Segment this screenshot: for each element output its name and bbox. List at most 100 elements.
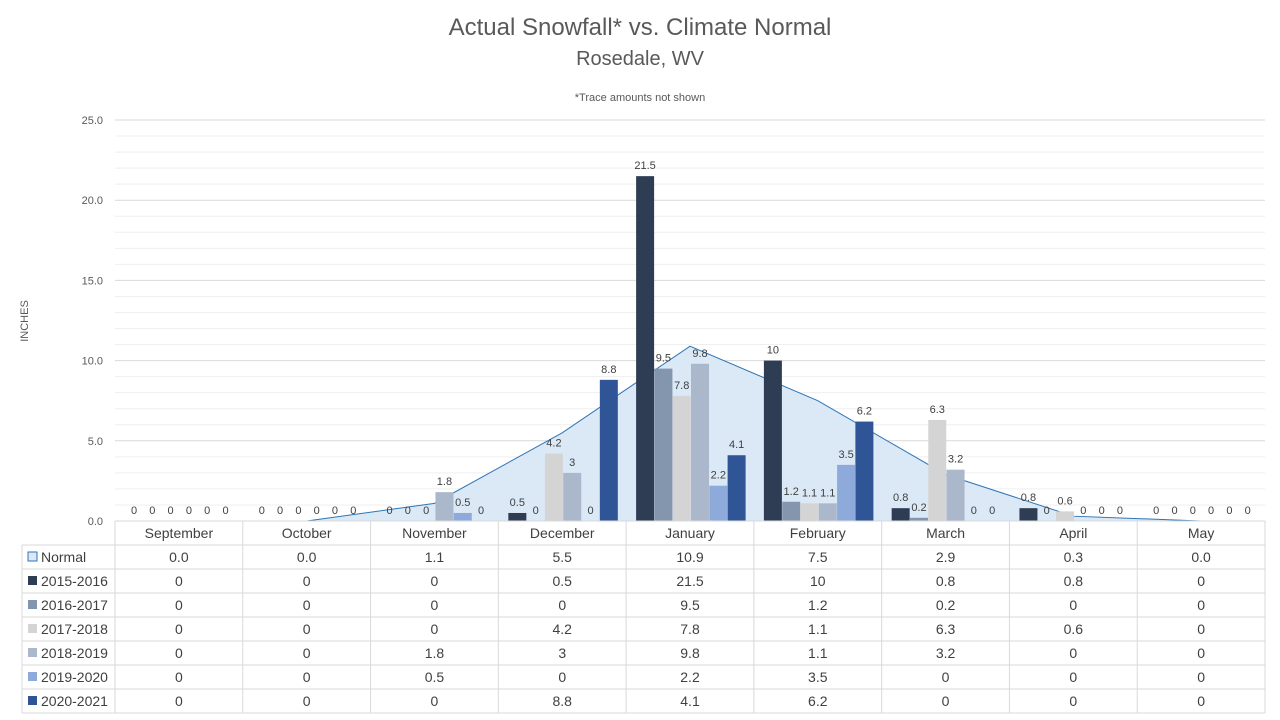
table-cell: 0.8 [1064,573,1084,589]
chart-title: Actual Snowfall* vs. Climate Normal [449,14,832,41]
table-cell: 0 [1197,597,1205,613]
bar-value-label: 0 [587,505,593,517]
table-cell: 0 [303,693,311,709]
table-cell: 9.5 [680,597,700,613]
table-cell: 2.2 [680,669,700,685]
table-cell: 0 [175,645,183,661]
table-cell: 0.0 [169,549,189,565]
bar-value-label: 0.2 [911,502,926,514]
table-cell: 10.9 [676,549,703,565]
bar-value-label: 10 [767,345,779,357]
bar-value-label: 0 [1226,505,1232,517]
bar-2015-2016-December [508,512,527,521]
y-tick-label: 25.0 [82,115,103,127]
bar-2016-2017-January [654,368,673,521]
table-cell: 0 [303,597,311,613]
table-cell: 3.5 [808,669,828,685]
y-tick-label: 0.0 [88,516,103,528]
table-cell: 21.5 [676,573,703,589]
bar-2018-2019-February [818,503,837,521]
table-cell: 1.8 [425,645,445,661]
table-cell: 0 [1069,645,1077,661]
table-cell: 4.2 [552,621,572,637]
bar-value-label: 0.5 [455,497,470,509]
bar-value-label: 0 [533,505,539,517]
table-cell: 0.3 [1064,549,1084,565]
y-axis-label: INCHES [19,300,31,342]
table-cell: 0.5 [425,669,445,685]
x-category-label: September [145,525,214,541]
table-cell: 4.1 [680,693,700,709]
table-cell: 1.1 [808,645,828,661]
bar-2017-2018-April [1056,511,1075,521]
bar-2018-2019-December [563,472,582,521]
bar-value-label: 0 [1099,505,1105,517]
bar-value-label: 0 [259,505,265,517]
bar-value-label: 0 [405,505,411,517]
table-cell: 0 [1197,645,1205,661]
table-cell: 0 [303,645,311,661]
table-cell: 0 [1069,669,1077,685]
bar-value-label: 0 [186,505,192,517]
table-cell: 0 [942,693,950,709]
bar-value-label: 0 [149,505,155,517]
bars [435,176,1075,521]
bar-2019-2020-February [837,464,856,521]
table-cell: 0 [431,693,439,709]
table-cell: 10 [810,573,826,589]
legend-key [28,672,37,681]
table-cell: 0.2 [936,597,956,613]
bar-value-label: 0 [1080,505,1086,517]
bar-value-label: 4.1 [729,439,744,451]
bar-value-label: 0 [222,505,228,517]
bar-value-label: 0 [386,505,392,517]
table-cell: 0.6 [1064,621,1084,637]
legend-entry: 2018-2019 [41,645,108,661]
table-cell: 0 [1069,693,1077,709]
table-cell: 0 [1197,573,1205,589]
bar-value-label: 0.8 [893,492,908,504]
legend-entry: 2016-2017 [41,597,108,613]
bar-value-label: 0 [1153,505,1159,517]
bar-value-label: 0.5 [510,497,525,509]
legend-entry: 2019-2020 [41,669,108,685]
x-category-label: February [790,525,846,541]
table-cell: 8.8 [552,693,572,709]
table-cell: 0 [558,669,566,685]
y-tick-label: 20.0 [82,195,103,207]
y-tick-label: 15.0 [82,275,103,287]
bar-value-label: 1.2 [784,486,799,498]
table-cell: 7.5 [808,549,828,565]
bar-value-label: 0 [277,505,283,517]
legend-key [28,600,37,609]
table-cell: 0 [175,693,183,709]
bar-value-label: 0 [350,505,356,517]
table-cell: 3.2 [936,645,956,661]
legend-key [28,696,37,705]
legend-entry: 2015-2016 [41,573,108,589]
bar-2017-2018-January [672,395,691,521]
legend-key [28,648,37,657]
bar-value-label: 0 [314,505,320,517]
bar-value-label: 0 [332,505,338,517]
bar-value-label: 1.1 [802,487,817,499]
bar-value-label: 0 [295,505,301,517]
bar-2019-2020-January [709,485,728,521]
table-cell: 7.8 [680,621,700,637]
legend-key [27,551,38,562]
bar-2015-2016-April [1019,508,1038,521]
bar-2019-2020-November [453,512,472,521]
bar-2017-2018-March [928,419,947,521]
bar-2020-2021-January [727,455,746,521]
legend-entry: 2017-2018 [41,621,108,637]
bar-value-label: 4.2 [546,438,561,450]
x-category-label: November [402,525,467,541]
bar-value-label: 1.8 [437,476,452,488]
table-cell: 1.1 [425,549,445,565]
legend-key [28,576,37,585]
table-cell: 9.8 [680,645,700,661]
bar-2015-2016-February [763,360,782,521]
bar-2017-2018-December [544,453,563,521]
bar-value-label: 9.5 [656,353,671,365]
